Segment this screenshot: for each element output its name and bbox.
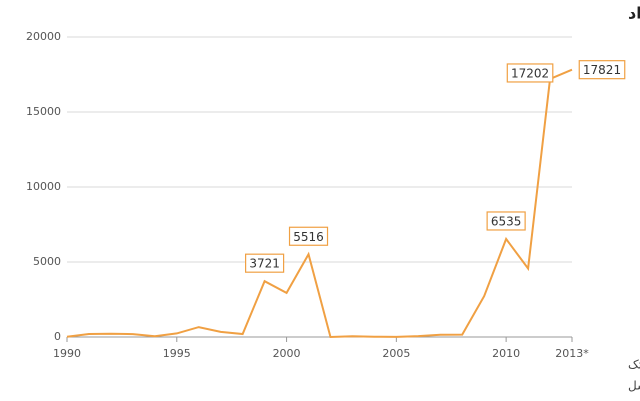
value-label: 17202 bbox=[506, 63, 554, 83]
footnote: ٭8 اگست 2013 تک bbox=[628, 358, 640, 372]
value-label-box bbox=[506, 63, 554, 83]
y-tick-label: 20000 bbox=[26, 30, 61, 43]
value-label-text: 5516 bbox=[293, 230, 324, 244]
value-label-text: 6535 bbox=[491, 214, 522, 228]
x-tick-label: 2010 bbox=[492, 347, 520, 360]
value-label: 6535 bbox=[486, 211, 526, 231]
x-tick-label: 2000 bbox=[273, 347, 301, 360]
x-tick-label: 1990 bbox=[53, 347, 81, 360]
value-label-text: 17821 bbox=[583, 63, 621, 77]
value-label: 5516 bbox=[288, 226, 329, 246]
value-label: 17821 bbox=[578, 60, 626, 80]
data-line bbox=[66, 68, 573, 339]
y-tick-label: 15000 bbox=[26, 105, 61, 118]
value-label-box bbox=[288, 226, 329, 246]
value-label-box bbox=[486, 211, 526, 231]
value-label-text: 3721 bbox=[249, 257, 280, 271]
y-tick-label: 5000 bbox=[33, 255, 61, 268]
value-label-text: 17202 bbox=[511, 66, 549, 80]
source: ذرائع: آسٹریلیا کا محکمہ امیگریشن اور شہ… bbox=[628, 378, 640, 394]
value-label-box bbox=[578, 60, 626, 80]
x-tick-label: 2005 bbox=[382, 347, 410, 360]
x-tick-label: 1995 bbox=[163, 347, 191, 360]
y-tick-label: 0 bbox=[54, 330, 61, 343]
value-label-box bbox=[245, 253, 285, 273]
x-tick-label: 2013* bbox=[555, 347, 589, 360]
chart-title: کشتیوں کے ذریعے غیر قانونی طریقے سے آسٹر… bbox=[628, 3, 640, 23]
y-tick-label: 10000 bbox=[26, 180, 61, 193]
value-label: 3721 bbox=[245, 253, 285, 273]
